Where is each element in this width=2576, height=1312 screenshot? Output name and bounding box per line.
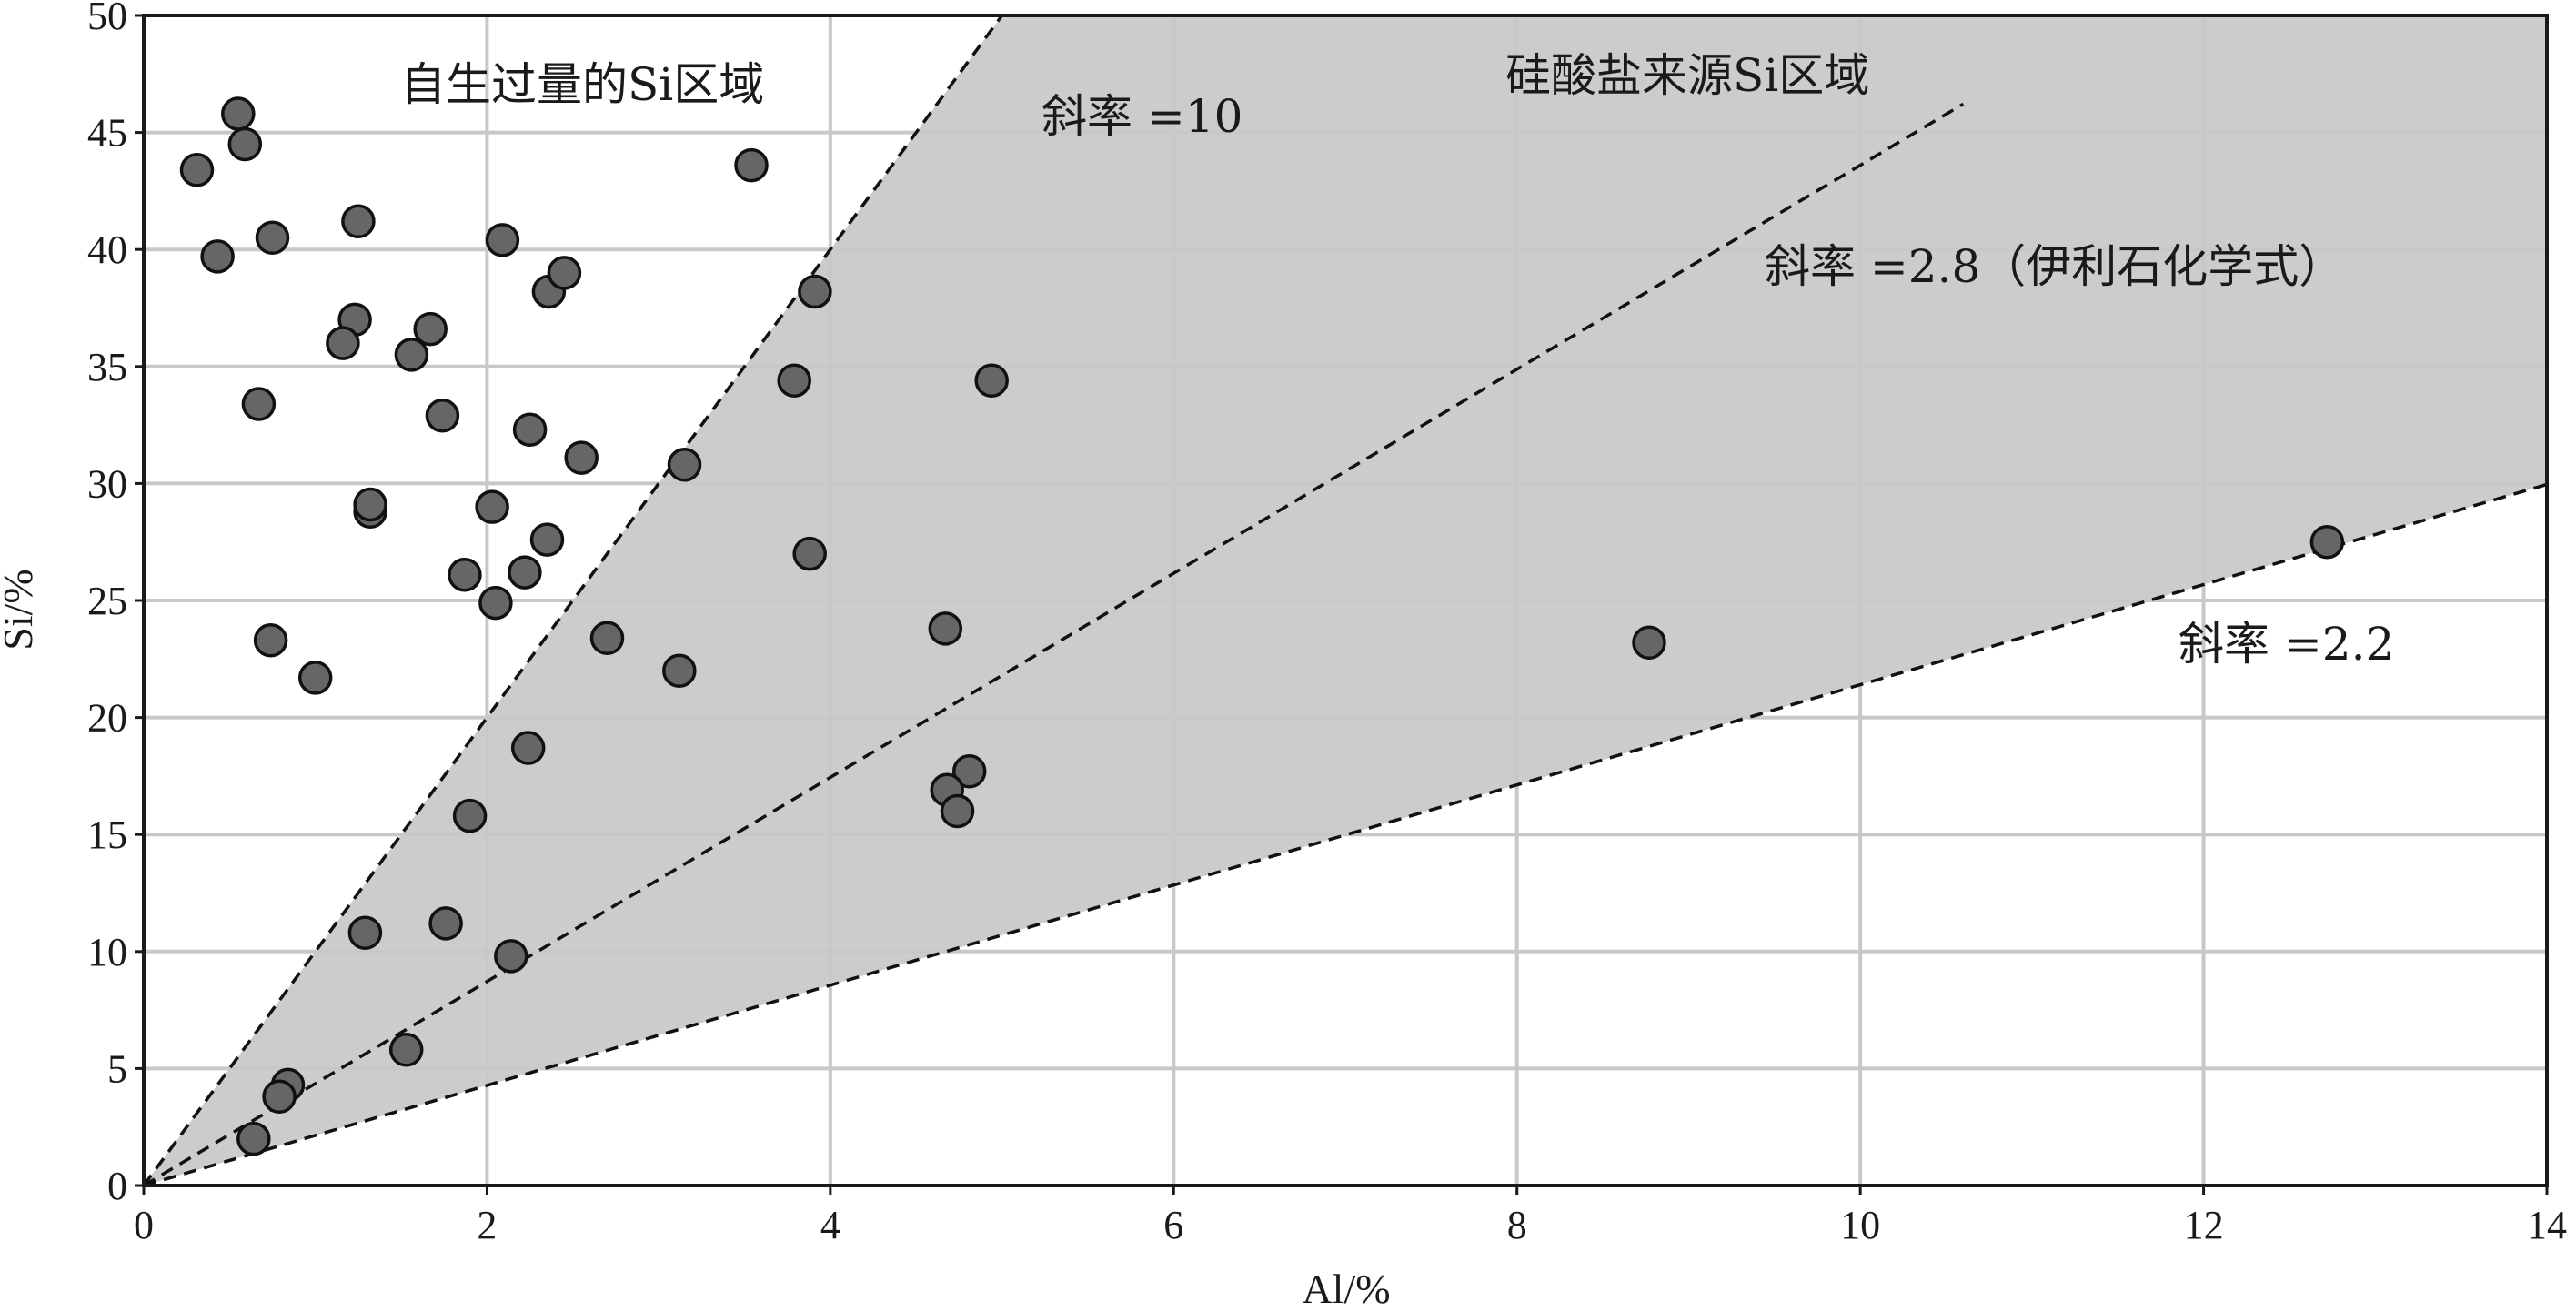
data-point xyxy=(255,220,290,256)
data-point xyxy=(394,338,429,372)
data-point xyxy=(951,754,987,789)
data-point xyxy=(179,153,215,187)
y-tick-label: 20 xyxy=(87,696,127,741)
x-axis-title: Al/% xyxy=(1302,1266,1390,1312)
data-point xyxy=(200,239,235,274)
x-tick-label: 2 xyxy=(477,1203,497,1247)
data-point xyxy=(508,555,542,590)
data-point xyxy=(940,793,975,829)
data-point xyxy=(547,256,582,290)
slope-2-8-line xyxy=(143,102,1965,1187)
annotation-silicate-si: 硅酸盐来源Si区域 xyxy=(1505,49,1869,102)
data-point xyxy=(1632,625,1666,661)
x-tick-label: 6 xyxy=(1163,1203,1183,1247)
data-point xyxy=(297,661,333,695)
axes-layer xyxy=(135,14,2549,1195)
y-tick-label: 10 xyxy=(87,930,127,974)
data-point xyxy=(792,536,827,571)
line-label-slope-10: 斜率 =10 xyxy=(1041,90,1243,143)
slope-10-line xyxy=(142,14,1003,1187)
data-point xyxy=(253,622,288,658)
y-tick-label: 25 xyxy=(87,579,127,623)
data-point xyxy=(347,915,383,950)
y-tick-label: 30 xyxy=(87,461,127,506)
data-point xyxy=(241,387,277,421)
x-tick-label: 8 xyxy=(1507,1203,1527,1247)
data-point xyxy=(227,126,263,162)
data-point xyxy=(662,653,697,688)
data-point xyxy=(236,1121,271,1156)
data-point xyxy=(928,611,963,646)
data-point xyxy=(777,363,811,398)
line-label-slope-2-8: 斜率 =2.8（伊利石化学式） xyxy=(1765,240,2344,293)
data-point xyxy=(2309,524,2345,560)
y-tick-label: 35 xyxy=(87,345,127,389)
data-points-layer xyxy=(179,96,2345,1156)
data-point xyxy=(353,487,387,522)
data-point xyxy=(494,939,528,974)
data-point xyxy=(413,311,448,347)
reference-lines-layer xyxy=(142,14,2548,1187)
data-point xyxy=(734,147,769,183)
line-label-slope-2-2: 斜率 =2.2 xyxy=(2179,618,2394,671)
data-point xyxy=(798,274,832,309)
y-tick-label: 15 xyxy=(87,812,127,857)
data-point xyxy=(262,1079,297,1115)
x-tick-label: 0 xyxy=(134,1203,154,1247)
data-point xyxy=(428,906,463,941)
x-tick-label: 14 xyxy=(2527,1203,2567,1247)
annotation-authigenic-si: 自生过量的Si区域 xyxy=(400,58,764,111)
data-point xyxy=(448,557,482,592)
y-tick-label: 45 xyxy=(87,111,127,156)
y-tick-label: 50 xyxy=(87,0,127,38)
data-point xyxy=(485,223,520,257)
data-point xyxy=(564,440,599,475)
grid-layer xyxy=(144,15,2547,1186)
y-axis-title: Si/% xyxy=(0,569,41,650)
data-point xyxy=(478,585,513,621)
data-point xyxy=(512,412,548,447)
data-point xyxy=(452,798,488,833)
data-point xyxy=(589,621,625,655)
x-tick-label: 12 xyxy=(2184,1203,2224,1247)
x-tick-label: 10 xyxy=(1840,1203,1880,1247)
y-tick-label: 5 xyxy=(107,1046,127,1091)
tick-labels-layer: 0 2 4 6 8 10 12 14 0 5 10 15 20 25 30 35 40 45 50 xyxy=(87,0,2567,1247)
data-point xyxy=(529,522,565,557)
data-point xyxy=(475,489,509,524)
y-tick-label: 40 xyxy=(87,227,127,272)
data-point xyxy=(341,204,376,239)
x-tick-label: 4 xyxy=(820,1203,840,1247)
y-tick-label: 0 xyxy=(107,1164,127,1208)
data-point xyxy=(510,731,546,765)
data-point xyxy=(974,363,1009,398)
data-point xyxy=(667,448,702,482)
data-point xyxy=(221,96,256,131)
data-point xyxy=(425,399,460,433)
data-point xyxy=(388,1033,424,1067)
data-point xyxy=(326,326,360,360)
